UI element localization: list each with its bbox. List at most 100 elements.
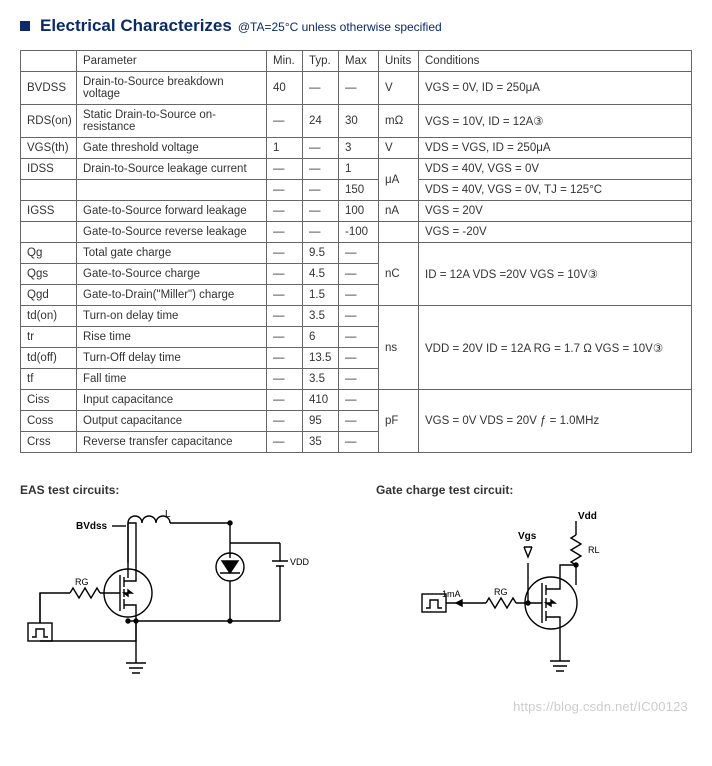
cell-max: — (339, 411, 379, 432)
cell-min: — (267, 411, 303, 432)
cell-symbol: BVDSS (21, 72, 77, 105)
table-row: ——150VDS = 40V, VGS = 0V, TJ = 125°C (21, 180, 692, 201)
cell-min: 1 (267, 138, 303, 159)
table-row: Gate-to-Source reverse leakage——-100VGS … (21, 222, 692, 243)
cell-units (379, 222, 419, 243)
table-body: BVDSSDrain-to-Source breakdown voltage40… (21, 72, 692, 453)
cell-typ: — (303, 159, 339, 180)
cell-conditions: ID = 12A VDS =20V VGS = 10V③ (419, 243, 692, 306)
cell-symbol: Qgs (21, 264, 77, 285)
cell-typ: 4.5 (303, 264, 339, 285)
watermark: https://blog.csdn.net/IC00123 (513, 699, 688, 714)
svg-text:BVdss: BVdss (76, 521, 108, 532)
col-symbol (21, 51, 77, 72)
table-row: IGSSGate-to-Source forward leakage——100n… (21, 201, 692, 222)
cell-typ: 24 (303, 105, 339, 138)
electrical-characteristics-table: Parameter Min. Typ. Max Units Conditions… (20, 50, 692, 453)
cell-max: 100 (339, 201, 379, 222)
cell-parameter: Gate-to-Source charge (77, 264, 267, 285)
gate-charge-circuit-diagram: Vdd RL RG 1mA (376, 503, 636, 703)
cell-min: — (267, 285, 303, 306)
cell-min: — (267, 201, 303, 222)
cell-typ: 1.5 (303, 285, 339, 306)
cell-conditions: VDS = 40V, VGS = 0V (419, 159, 692, 180)
cell-max: — (339, 72, 379, 105)
cell-parameter: Gate-to-Source reverse leakage (77, 222, 267, 243)
cell-min: — (267, 390, 303, 411)
section-title: Electrical Characterizes (40, 16, 232, 36)
cell-max: 150 (339, 180, 379, 201)
cell-symbol: IGSS (21, 201, 77, 222)
cell-conditions: VGS = 10V, ID = 12A③ (419, 105, 692, 138)
table-row: VGS(th)Gate threshold voltage1—3VVDS = V… (21, 138, 692, 159)
cell-parameter: Output capacitance (77, 411, 267, 432)
cell-conditions: VDD = 20V ID = 12A RG = 1.7 Ω VGS = 10V③ (419, 306, 692, 390)
cell-symbol: td(off) (21, 348, 77, 369)
bullet-icon (20, 21, 30, 31)
cell-symbol: tf (21, 369, 77, 390)
cell-symbol (21, 180, 77, 201)
cell-conditions: VGS = -20V (419, 222, 692, 243)
cell-min: 40 (267, 72, 303, 105)
table-row: td(on)Turn-on delay time—3.5—nsVDD = 20V… (21, 306, 692, 327)
cell-symbol: Coss (21, 411, 77, 432)
col-min: Min. (267, 51, 303, 72)
cell-parameter: Drain-to-Source breakdown voltage (77, 72, 267, 105)
cell-units: pF (379, 390, 419, 453)
svg-text:Vgs: Vgs (518, 531, 537, 542)
cell-symbol: tr (21, 327, 77, 348)
svg-text:Vdd: Vdd (578, 511, 597, 522)
cell-max: — (339, 369, 379, 390)
eas-circuit-title: EAS test circuits: (20, 483, 336, 497)
cell-units: V (379, 138, 419, 159)
cell-min: — (267, 348, 303, 369)
cell-parameter: Turn-on delay time (77, 306, 267, 327)
cell-max: — (339, 348, 379, 369)
cell-parameter: Drain-to-Source leakage current (77, 159, 267, 180)
table-row: QgTotal gate charge—9.5—nCID = 12A VDS =… (21, 243, 692, 264)
cell-parameter: Input capacitance (77, 390, 267, 411)
cell-symbol: Qg (21, 243, 77, 264)
cell-min: — (267, 369, 303, 390)
svg-text:RG: RG (494, 587, 508, 597)
cell-symbol: Qgd (21, 285, 77, 306)
table-row: CissInput capacitance—410—pFVGS = 0V VDS… (21, 390, 692, 411)
cell-typ: — (303, 222, 339, 243)
cell-typ: — (303, 201, 339, 222)
cell-min: — (267, 327, 303, 348)
cell-parameter: Turn-Off delay time (77, 348, 267, 369)
cell-typ: 6 (303, 327, 339, 348)
cell-parameter: Rise time (77, 327, 267, 348)
cell-typ: 35 (303, 432, 339, 453)
cell-typ: 13.5 (303, 348, 339, 369)
cell-parameter: Static Drain-to-Source on-resistance (77, 105, 267, 138)
cell-min: — (267, 243, 303, 264)
cell-parameter: Gate-to-Drain("Miller") charge (77, 285, 267, 306)
cell-typ: 3.5 (303, 306, 339, 327)
cell-typ: 410 (303, 390, 339, 411)
cell-typ: — (303, 138, 339, 159)
cell-max: — (339, 264, 379, 285)
cell-max: — (339, 306, 379, 327)
cell-symbol (21, 222, 77, 243)
svg-text:L: L (165, 509, 171, 520)
cell-conditions: VDS = VGS, ID = 250μA (419, 138, 692, 159)
cell-typ: 95 (303, 411, 339, 432)
col-units: Units (379, 51, 419, 72)
cell-max: 1 (339, 159, 379, 180)
cell-typ: — (303, 180, 339, 201)
cell-max: 3 (339, 138, 379, 159)
svg-text:RL: RL (588, 545, 600, 555)
cell-conditions: VGS = 20V (419, 201, 692, 222)
cell-typ: 3.5 (303, 369, 339, 390)
col-typ: Typ. (303, 51, 339, 72)
cell-parameter: Total gate charge (77, 243, 267, 264)
cell-min: — (267, 105, 303, 138)
cell-max: — (339, 285, 379, 306)
table-header: Parameter Min. Typ. Max Units Conditions (21, 51, 692, 72)
section-subtitle: @TA=25°C unless otherwise specified (238, 20, 442, 34)
cell-min: — (267, 264, 303, 285)
cell-conditions: VDS = 40V, VGS = 0V, TJ = 125°C (419, 180, 692, 201)
cell-min: — (267, 180, 303, 201)
cell-parameter: Reverse transfer capacitance (77, 432, 267, 453)
